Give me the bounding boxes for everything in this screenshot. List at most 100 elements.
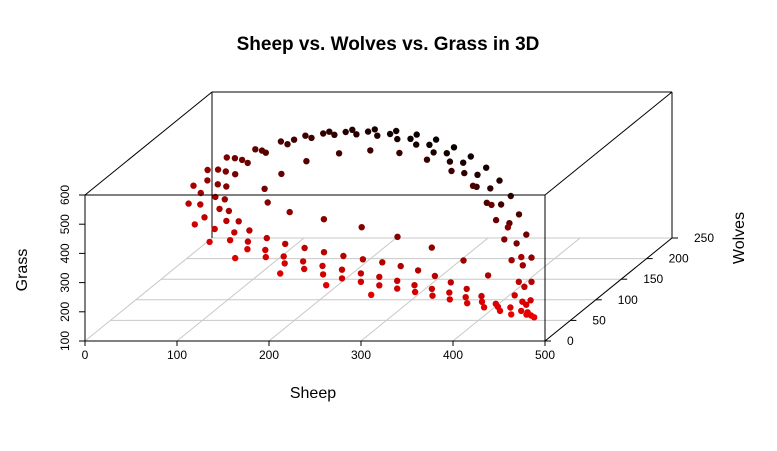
grid-line xyxy=(452,237,581,342)
data-point xyxy=(216,205,223,213)
data-point xyxy=(407,135,414,142)
data-point xyxy=(429,292,436,299)
box-back-edges xyxy=(84,91,673,238)
data-point xyxy=(190,182,197,189)
y-axis-title: Wolves xyxy=(731,212,748,264)
data-point xyxy=(353,131,360,138)
data-point xyxy=(432,136,440,143)
data-point xyxy=(519,262,526,269)
data-point xyxy=(379,259,386,266)
data-point xyxy=(335,150,343,157)
x-tick-label: 400 xyxy=(443,348,463,362)
z-tick-label: 200 xyxy=(58,301,72,321)
z-tick-label: 300 xyxy=(58,272,72,292)
data-point xyxy=(226,237,234,244)
data-point xyxy=(349,126,356,133)
z-tick-label: 500 xyxy=(58,214,72,234)
data-point xyxy=(222,168,229,175)
data-point xyxy=(431,272,439,280)
data-point xyxy=(480,304,488,311)
data-point xyxy=(414,267,422,274)
data-point xyxy=(428,285,436,293)
data-point xyxy=(386,130,394,138)
data-point xyxy=(446,289,453,296)
data-point xyxy=(231,229,238,236)
data-point xyxy=(326,128,333,135)
data-point xyxy=(411,288,419,296)
z-axis-ticks: 100 200 300 400 500 600 xyxy=(58,185,85,351)
data-point xyxy=(426,141,433,148)
data-point xyxy=(492,216,500,224)
y-tick-label: 200 xyxy=(669,252,689,266)
data-point xyxy=(252,146,259,153)
data-point xyxy=(223,183,230,190)
data-point xyxy=(231,155,239,162)
data-point xyxy=(504,224,512,231)
data-point xyxy=(359,256,367,263)
data-point xyxy=(376,282,383,289)
data-point xyxy=(467,153,474,160)
data-point xyxy=(338,266,346,273)
data-point xyxy=(496,307,504,315)
y-tick-label: 100 xyxy=(618,293,638,307)
data-point xyxy=(507,192,514,200)
data-point xyxy=(448,167,455,175)
data-point xyxy=(204,177,211,184)
data-point xyxy=(393,127,400,135)
data-point xyxy=(446,296,453,303)
box-edge xyxy=(84,91,213,196)
data-point xyxy=(303,158,310,165)
data-point xyxy=(523,231,530,238)
data-point xyxy=(282,240,289,248)
y-tick-label: 0 xyxy=(567,334,574,348)
data-point xyxy=(262,246,269,254)
data-point xyxy=(320,249,328,256)
data-point xyxy=(513,240,520,247)
data-point xyxy=(397,262,404,270)
data-point xyxy=(411,282,418,289)
data-point xyxy=(258,147,266,154)
data-point xyxy=(394,277,401,284)
data-point xyxy=(319,271,327,278)
data-point xyxy=(367,147,374,154)
data-point xyxy=(461,169,468,177)
data-point xyxy=(501,236,508,243)
data-point xyxy=(423,156,431,163)
data-point xyxy=(394,135,401,143)
data-point xyxy=(460,159,467,166)
y-tick-label: 250 xyxy=(694,231,714,245)
z-tick-label: 400 xyxy=(58,243,72,263)
data-point xyxy=(357,270,365,277)
data-point xyxy=(261,185,268,192)
data-point xyxy=(277,270,284,277)
y-axis-ticks: 0 50 100 150 200 250 xyxy=(545,231,714,348)
grid-line xyxy=(268,237,397,342)
data-point xyxy=(447,279,454,286)
data-point xyxy=(232,171,239,178)
grid-lines xyxy=(84,237,673,342)
data-point xyxy=(238,156,246,164)
z-tick-label: 100 xyxy=(58,331,72,351)
data-point xyxy=(528,278,535,285)
data-point xyxy=(320,130,327,137)
data-point xyxy=(278,170,285,178)
data-point xyxy=(244,238,252,245)
x-tick-label: 300 xyxy=(351,348,371,362)
data-point xyxy=(340,252,347,260)
data-point xyxy=(319,262,326,270)
data-point xyxy=(428,244,435,251)
data-point xyxy=(263,234,270,242)
data-point xyxy=(371,126,378,133)
data-point xyxy=(508,257,515,264)
x-tick-label: 500 xyxy=(535,348,555,362)
data-point xyxy=(331,131,338,138)
data-point xyxy=(446,158,454,165)
data-point xyxy=(430,149,437,156)
y-tick-label: 50 xyxy=(592,313,606,327)
data-point xyxy=(496,177,503,184)
data-point xyxy=(204,166,211,174)
box-edge xyxy=(544,237,673,342)
data-point xyxy=(515,211,523,218)
box-edge xyxy=(544,91,673,196)
data-point xyxy=(483,164,490,171)
